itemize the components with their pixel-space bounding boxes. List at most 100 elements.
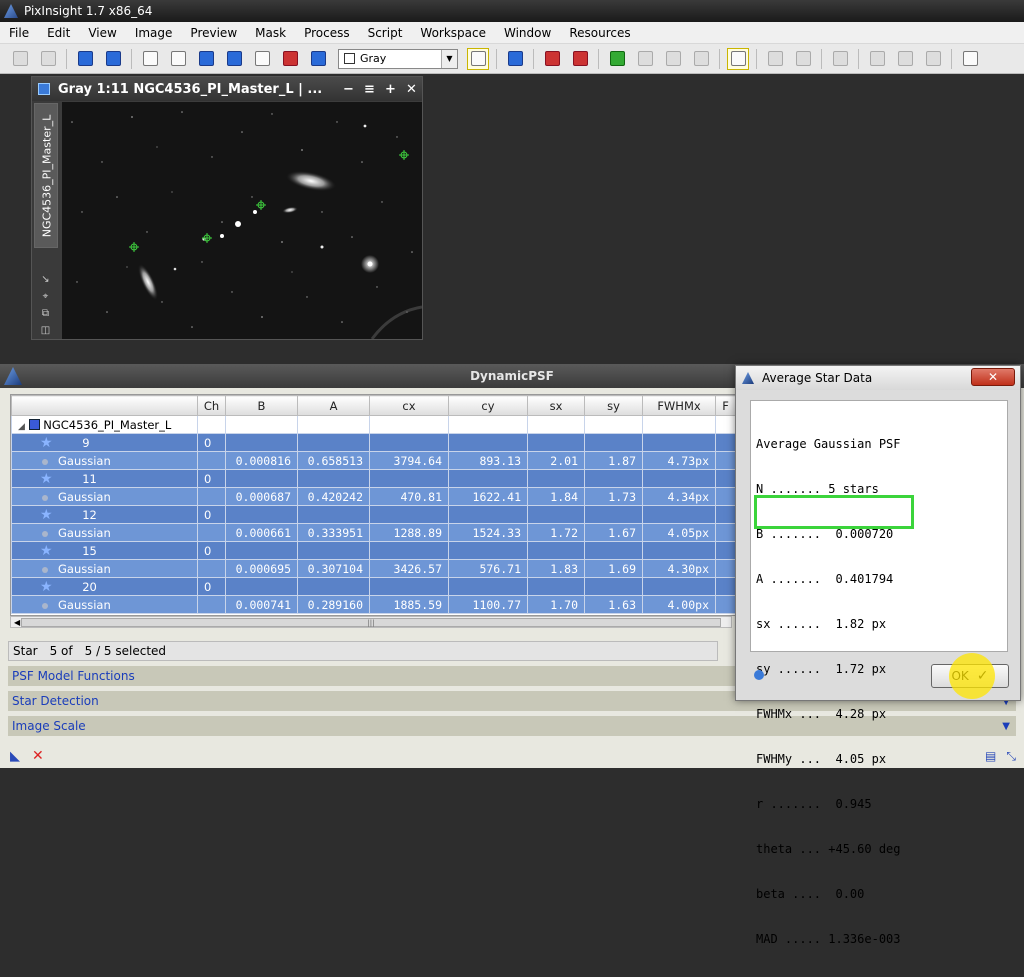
table-row-star[interactable]: ★ 11 0 <box>11 469 736 488</box>
screen-transfer-icon[interactable] <box>541 48 563 70</box>
new-instance-icon[interactable]: ◣ <box>10 748 20 764</box>
column-header-b[interactable]: B <box>225 395 298 416</box>
status-label: Star <box>13 644 38 658</box>
data-line: Average Gaussian PSF <box>756 437 901 451</box>
menu-workspace[interactable]: Workspace <box>420 25 486 40</box>
psf-b: 0.000687 <box>225 487 298 506</box>
mask-toggle-icon[interactable]: ◫ <box>40 325 51 336</box>
process-explorer-icon[interactable] <box>959 48 981 70</box>
image-window-title: Gray 1:11 NGC4536_PI_Master_L | ... <box>58 81 323 97</box>
column-header-name[interactable] <box>11 395 198 416</box>
expand-icon[interactable]: ▼ <box>1002 695 1010 707</box>
arrow-icon[interactable]: ↘ <box>41 274 50 285</box>
column-header-cy[interactable]: cy <box>448 395 528 416</box>
column-header-a[interactable]: A <box>297 395 370 416</box>
star-channel: 0 <box>197 541 226 560</box>
table-row-star[interactable]: ★ 9 0 <box>11 433 736 452</box>
table-row-psf[interactable]: Gaussian 0.000816 0.658513 3794.64 893.1… <box>11 451 736 470</box>
expand-icon[interactable]: ▼ <box>1002 720 1010 732</box>
pencil-icon[interactable] <box>727 47 749 70</box>
minimize-icon[interactable]: − <box>343 81 354 97</box>
galaxy-image[interactable] <box>62 102 422 339</box>
image-view-tab[interactable]: NGC4536_PI_Master_L <box>34 103 58 248</box>
scrollbar-thumb[interactable]: ||| <box>21 618 721 627</box>
clone-icon[interactable] <box>102 48 124 70</box>
menu-mask[interactable]: Mask <box>255 25 287 40</box>
stf-icon[interactable] <box>279 48 301 70</box>
section-label: Image Scale <box>12 719 86 733</box>
zoom-out-icon[interactable] <box>894 48 916 70</box>
table-row-psf[interactable]: Gaussian 0.000695 0.307104 3426.57 576.7… <box>11 559 736 578</box>
menu-resources[interactable]: Resources <box>569 25 631 40</box>
column-header-ch[interactable]: Ch <box>197 395 226 416</box>
table-row-star[interactable]: ★ 20 0 <box>11 577 736 596</box>
edit-preview-icon[interactable] <box>634 48 656 70</box>
close-button[interactable]: ✕ <box>971 368 1015 386</box>
undo-icon[interactable] <box>9 48 31 70</box>
column-header-sx[interactable]: sx <box>527 395 585 416</box>
psf-cy: 576.71 <box>448 559 528 578</box>
invert-icon[interactable] <box>251 48 273 70</box>
preview-icon[interactable]: ⧉ <box>41 308 50 319</box>
auto-stretch-icon[interactable] <box>569 48 591 70</box>
cancel-icon[interactable]: ✕ <box>32 748 44 764</box>
crosshair-icon[interactable]: ⌖ <box>42 291 49 302</box>
fit-view-icon[interactable] <box>922 48 944 70</box>
image-window-title-bar[interactable]: Gray 1:11 NGC4536_PI_Master_L | ... − ≡ … <box>32 77 422 101</box>
star-channel: 0 <box>197 577 226 596</box>
table-row-psf[interactable]: Gaussian 0.000687 0.420242 470.81 1622.4… <box>11 487 736 506</box>
shade-icon[interactable]: ≡ <box>364 81 375 97</box>
column-header-cx[interactable]: cx <box>369 395 449 416</box>
scroll-left-icon[interactable]: ◀ <box>14 617 21 627</box>
column-header-sy[interactable]: sy <box>584 395 643 416</box>
redo-icon[interactable] <box>37 48 59 70</box>
collapse-arrow-icon[interactable]: ◢ <box>18 421 25 432</box>
color-mode-select[interactable]: Gray ▼ <box>338 48 458 69</box>
maximize-icon[interactable]: + <box>385 81 396 97</box>
menu-window[interactable]: Window <box>504 25 552 40</box>
channel-icon[interactable] <box>504 48 526 70</box>
menu-image[interactable]: Image <box>134 25 173 40</box>
new-preview-icon[interactable] <box>606 48 628 70</box>
table-row-star[interactable]: ★ 12 0 <box>11 505 736 524</box>
menu-process[interactable]: Process <box>304 25 350 40</box>
toolbar-separator <box>858 48 859 69</box>
copy-preview-icon[interactable] <box>662 48 684 70</box>
menu-file[interactable]: File <box>9 25 30 40</box>
menu-edit[interactable]: Edit <box>47 25 71 40</box>
table-row-psf[interactable]: Gaussian 0.000661 0.333951 1288.89 1524.… <box>11 523 736 542</box>
hand-icon[interactable] <box>829 48 851 70</box>
toolbar-separator <box>131 48 132 69</box>
menu-view[interactable]: View <box>88 25 117 40</box>
dynamic-psf-title: DynamicPSF <box>470 369 554 383</box>
new-image-icon[interactable] <box>195 48 217 70</box>
previous-icon[interactable] <box>764 48 786 70</box>
documentation-icon[interactable]: ▤ <box>985 749 997 763</box>
psf-fwhmx: 4.30px <box>642 559 716 578</box>
menu-script[interactable]: Script <box>367 25 403 40</box>
table-row-root[interactable]: ◢ NGC4536_PI_Master_L <box>11 415 736 434</box>
table-row-psf[interactable]: Gaussian 0.000741 0.289160 1885.59 1100.… <box>11 595 736 614</box>
next-icon[interactable] <box>792 48 814 70</box>
mask-icon[interactable] <box>223 48 245 70</box>
close-icon[interactable]: ✕ <box>406 81 417 97</box>
section-image-scale[interactable]: Image Scale ▼ <box>8 716 1016 736</box>
paste-preview-icon[interactable] <box>690 48 712 70</box>
column-header-f[interactable]: F <box>715 395 736 416</box>
zoom-in-icon[interactable] <box>866 48 888 70</box>
image-window[interactable]: Gray 1:11 NGC4536_PI_Master_L | ... − ≡ … <box>31 76 423 340</box>
data-line: FWHMy ... 4.05 px <box>756 752 887 766</box>
horizontal-scrollbar[interactable]: ◀ ||| <box>10 616 732 628</box>
column-header-fwhmx[interactable]: FWHMx <box>642 395 716 416</box>
dialog-title: Average Star Data <box>762 371 873 385</box>
psf-function: Gaussian <box>58 489 111 504</box>
duplicate-icon[interactable] <box>167 48 189 70</box>
info-icon <box>754 670 764 680</box>
menu-preview[interactable]: Preview <box>190 25 238 40</box>
identifier-icon[interactable] <box>74 48 96 70</box>
reset-icon[interactable]: ⤡ <box>1006 748 1016 763</box>
readout-icon[interactable] <box>307 48 329 70</box>
table-row-star[interactable]: ★ 15 0 <box>11 541 736 560</box>
rgb-channel-icon[interactable] <box>467 47 489 70</box>
new-view-icon[interactable] <box>139 48 161 70</box>
